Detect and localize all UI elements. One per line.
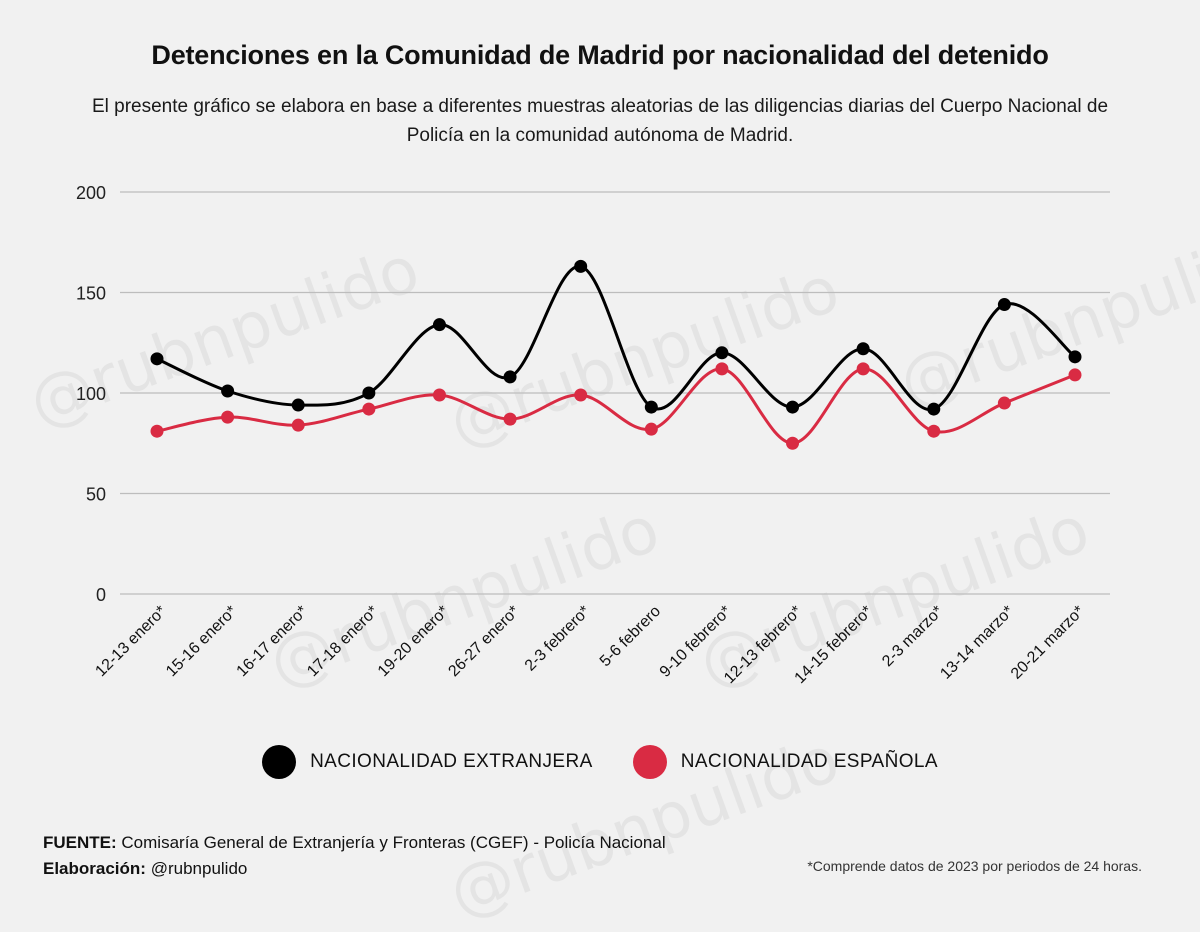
data-point — [997, 298, 1011, 312]
x-tick-label: 26-27 enero* — [445, 603, 522, 680]
source-text: Comisaría General de Extranjería y Front… — [121, 833, 666, 852]
data-point — [644, 400, 658, 414]
data-point — [856, 342, 870, 356]
footnote: *Comprende datos de 2023 por periodos de… — [807, 858, 1142, 874]
data-point — [150, 352, 164, 366]
data-point — [856, 362, 870, 376]
x-tick-label: 12-13 enero* — [92, 603, 169, 680]
x-axis-ticks: 12-13 enero*15-16 enero*16-17 enero*17-1… — [92, 603, 1087, 687]
footer: FUENTE: Comisaría General de Extranjería… — [43, 830, 666, 882]
chart-title: Detenciones en la Comunidad de Madrid po… — [151, 40, 1049, 70]
x-tick-label: 15-16 enero* — [163, 603, 240, 680]
x-tick-label: 17-18 enero* — [304, 603, 381, 680]
x-tick-label: 19-20 enero* — [375, 603, 452, 680]
y-axis-ticks: 0 50 100 150 200 — [76, 183, 106, 605]
y-tick-label: 200 — [76, 183, 106, 203]
line-chart: 0 50 100 150 200 12-13 enero*15-16 enero*16-… — [76, 183, 1110, 687]
legend-label: NACIONALIDAD EXTRANJERA — [310, 751, 593, 772]
data-point — [432, 318, 446, 332]
chart-legend: NACIONALIDAD EXTRANJERA NACIONALIDAD ESP… — [0, 745, 1200, 779]
credit-text: @rubnpulido — [150, 859, 248, 878]
data-point — [291, 418, 305, 432]
legend-swatch — [262, 745, 297, 779]
data-point — [150, 424, 164, 438]
credit-line: Elaboración: @rubnpulido — [43, 856, 666, 882]
data-point — [927, 402, 941, 416]
x-tick-label: 5-6 febrero — [597, 603, 664, 670]
legend-label: NACIONALIDAD ESPAÑOLA — [680, 751, 938, 772]
data-point — [574, 259, 588, 273]
data-point — [715, 346, 729, 360]
data-point — [644, 422, 658, 436]
data-point — [927, 424, 941, 438]
source-line: FUENTE: Comisaría General de Extranjería… — [43, 830, 666, 856]
x-tick-label: 2-3 marzo* — [879, 603, 946, 670]
x-tick-label: 9-10 febrero* — [657, 603, 735, 681]
grid-lines — [120, 191, 1110, 595]
series-points — [150, 259, 1082, 450]
data-point — [291, 398, 305, 412]
chart-subtitle: El presente gráfico se elabora en base a… — [91, 96, 1109, 146]
data-point — [786, 436, 800, 450]
data-point — [503, 370, 517, 384]
data-point — [221, 410, 235, 424]
data-point — [432, 388, 446, 402]
data-point — [997, 396, 1011, 410]
data-point — [362, 402, 376, 416]
data-point — [221, 384, 235, 398]
y-tick-label: 150 — [76, 284, 106, 304]
data-point — [1068, 350, 1082, 364]
legend-item-extranjera: NACIONALIDAD EXTRANJERA — [262, 745, 593, 779]
x-tick-label: 2-3 febrero* — [522, 603, 594, 675]
data-point — [503, 412, 517, 426]
credit-label: Elaboración: — [43, 859, 146, 878]
y-tick-label: 50 — [86, 485, 106, 505]
legend-item-espanola: NACIONALIDAD ESPAÑOLA — [632, 745, 938, 779]
data-point — [786, 400, 800, 414]
data-point — [715, 362, 729, 376]
data-point — [1068, 368, 1082, 382]
y-tick-label: 0 — [96, 585, 106, 605]
series-line — [156, 264, 1076, 411]
source-label: FUENTE: — [43, 833, 117, 852]
x-tick-label: 16-17 enero* — [234, 603, 311, 680]
y-tick-label: 100 — [76, 384, 106, 404]
x-tick-label: 20-21 marzo* — [1008, 603, 1088, 683]
data-point — [574, 388, 588, 402]
x-tick-label: 13-14 marzo* — [937, 603, 1017, 683]
data-point — [362, 386, 376, 400]
legend-swatch — [632, 745, 667, 779]
